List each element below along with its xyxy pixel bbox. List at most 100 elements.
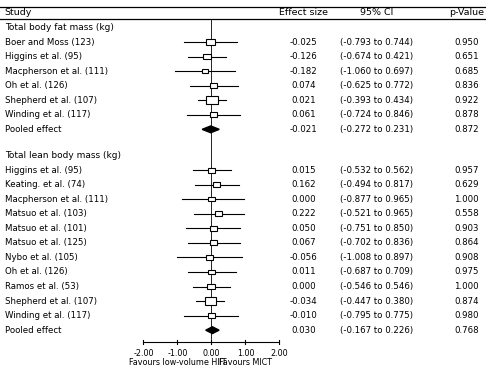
Bar [205, 297, 216, 305]
Text: (-0.521 to 0.965): (-0.521 to 0.965) [340, 209, 413, 218]
Bar [208, 313, 214, 318]
Text: 0.011: 0.011 [292, 267, 316, 276]
Text: 0.975: 0.975 [454, 267, 479, 276]
Text: 1.00: 1.00 [237, 349, 254, 358]
Text: Higgins et al. (95): Higgins et al. (95) [5, 166, 82, 175]
Polygon shape [202, 126, 219, 133]
Text: 0.558: 0.558 [454, 209, 479, 218]
Text: (-0.674 to 0.421): (-0.674 to 0.421) [340, 52, 413, 61]
Text: (-0.625 to 0.772): (-0.625 to 0.772) [340, 81, 413, 90]
Text: 0.067: 0.067 [292, 238, 316, 247]
Text: 0.00: 0.00 [203, 349, 220, 358]
Text: Matsuo et al. (101): Matsuo et al. (101) [5, 224, 87, 233]
Text: (-0.272 to 0.231): (-0.272 to 0.231) [340, 125, 413, 134]
Text: Effect size: Effect size [279, 8, 328, 17]
Text: Favours MICT: Favours MICT [219, 359, 272, 368]
Bar [215, 211, 223, 216]
Text: 0.922: 0.922 [454, 96, 479, 105]
Text: 0.685: 0.685 [454, 67, 479, 76]
Text: 0.950: 0.950 [454, 38, 479, 46]
Text: 0.061: 0.061 [292, 110, 316, 119]
Text: 0.651: 0.651 [454, 52, 479, 61]
Text: 0.874: 0.874 [454, 297, 479, 306]
Text: -0.021: -0.021 [290, 125, 318, 134]
Text: (-0.546 to 0.546): (-0.546 to 0.546) [340, 282, 413, 291]
Text: Shepherd et al. (107): Shepherd et al. (107) [5, 297, 97, 306]
Text: Pooled effect: Pooled effect [5, 326, 61, 335]
Text: 0.030: 0.030 [292, 326, 316, 335]
Text: Winding et al. (117): Winding et al. (117) [5, 110, 90, 119]
Text: Total lean body mass (kg): Total lean body mass (kg) [5, 151, 121, 160]
Text: Nybo et al. (105): Nybo et al. (105) [5, 253, 78, 262]
Text: (-0.751 to 0.850): (-0.751 to 0.850) [340, 224, 413, 233]
Text: (-0.724 to 0.846): (-0.724 to 0.846) [340, 110, 413, 119]
Polygon shape [206, 327, 219, 334]
Text: (-0.702 to 0.836): (-0.702 to 0.836) [340, 238, 413, 247]
Text: Macpherson et al. (111): Macpherson et al. (111) [5, 195, 108, 204]
Text: Total body fat mass (kg): Total body fat mass (kg) [5, 23, 114, 32]
Text: 0.957: 0.957 [454, 166, 479, 175]
Text: 0.903: 0.903 [454, 224, 479, 233]
Bar [210, 83, 217, 88]
Text: 0.162: 0.162 [292, 180, 316, 189]
Text: 95% CI: 95% CI [360, 8, 393, 17]
Bar [206, 39, 215, 46]
Text: -0.010: -0.010 [290, 311, 318, 320]
Text: -0.126: -0.126 [290, 52, 318, 61]
Text: 0.074: 0.074 [292, 81, 316, 90]
Bar [206, 255, 213, 260]
Text: 0.050: 0.050 [292, 224, 316, 233]
Bar [213, 182, 220, 187]
Text: Oh et al. (126): Oh et al. (126) [5, 81, 68, 90]
Text: Macpherson et al. (111): Macpherson et al. (111) [5, 67, 108, 76]
Text: 2.00: 2.00 [271, 349, 288, 358]
Bar [210, 241, 217, 245]
Text: (-0.532 to 0.562): (-0.532 to 0.562) [340, 166, 413, 175]
Text: 1.000: 1.000 [454, 195, 479, 204]
Text: 0.878: 0.878 [454, 110, 479, 119]
Bar [208, 284, 215, 289]
Text: -0.056: -0.056 [290, 253, 318, 262]
Text: Shepherd et al. (107): Shepherd et al. (107) [5, 96, 97, 105]
Text: 0.768: 0.768 [454, 326, 479, 335]
Text: Winding et al. (117): Winding et al. (117) [5, 311, 90, 320]
Text: Study: Study [5, 8, 32, 17]
Text: 1.000: 1.000 [454, 282, 479, 291]
Bar [208, 270, 215, 274]
Text: 0.000: 0.000 [292, 195, 316, 204]
Text: (-0.877 to 0.965): (-0.877 to 0.965) [340, 195, 413, 204]
Bar [202, 69, 208, 74]
Bar [210, 112, 217, 117]
Text: -1.00: -1.00 [167, 349, 188, 358]
Text: (-1.008 to 0.897): (-1.008 to 0.897) [340, 253, 413, 262]
Text: -0.034: -0.034 [290, 297, 318, 306]
Text: Higgins et al. (95): Higgins et al. (95) [5, 52, 82, 61]
Text: Favours low-volume HIIT: Favours low-volume HIIT [129, 359, 226, 368]
Text: 0.980: 0.980 [454, 311, 479, 320]
Text: Ramos et al. (53): Ramos et al. (53) [5, 282, 79, 291]
Text: Boer and Moss (123): Boer and Moss (123) [5, 38, 94, 46]
Text: (-0.393 to 0.434): (-0.393 to 0.434) [340, 96, 413, 105]
Text: Keating. et al. (74): Keating. et al. (74) [5, 180, 85, 189]
Bar [208, 197, 215, 201]
Text: (-0.167 to 0.226): (-0.167 to 0.226) [340, 326, 413, 335]
Text: (-0.793 to 0.744): (-0.793 to 0.744) [340, 38, 413, 46]
Text: 0.222: 0.222 [292, 209, 316, 218]
Text: 0.872: 0.872 [454, 125, 479, 134]
Text: 0.629: 0.629 [454, 180, 479, 189]
Text: (-0.494 to 0.817): (-0.494 to 0.817) [340, 180, 413, 189]
Bar [203, 54, 211, 60]
Text: 0.000: 0.000 [292, 282, 316, 291]
Text: 0.021: 0.021 [292, 96, 316, 105]
Bar [209, 226, 217, 231]
Bar [206, 96, 218, 104]
Text: (-0.795 to 0.775): (-0.795 to 0.775) [340, 311, 413, 320]
Bar [208, 168, 215, 173]
Text: Matsuo et al. (103): Matsuo et al. (103) [5, 209, 87, 218]
Text: (-0.687 to 0.709): (-0.687 to 0.709) [340, 267, 413, 276]
Text: Oh et al. (126): Oh et al. (126) [5, 267, 68, 276]
Text: -2.00: -2.00 [133, 349, 154, 358]
Text: p-Value: p-Value [449, 8, 484, 17]
Text: 0.015: 0.015 [292, 166, 316, 175]
Text: 0.908: 0.908 [454, 253, 479, 262]
